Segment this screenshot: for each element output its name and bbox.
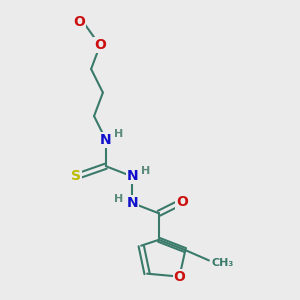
Text: N: N	[127, 196, 138, 210]
Text: CH₃: CH₃	[212, 258, 234, 268]
Text: S: S	[71, 169, 81, 184]
Text: N: N	[100, 133, 112, 147]
Text: H: H	[115, 194, 124, 204]
Text: O: O	[94, 38, 106, 52]
Text: O: O	[173, 270, 185, 283]
Text: H: H	[115, 129, 124, 140]
Text: N: N	[127, 169, 138, 184]
Text: O: O	[176, 194, 188, 208]
Text: O: O	[74, 15, 85, 29]
Text: H: H	[141, 166, 150, 176]
